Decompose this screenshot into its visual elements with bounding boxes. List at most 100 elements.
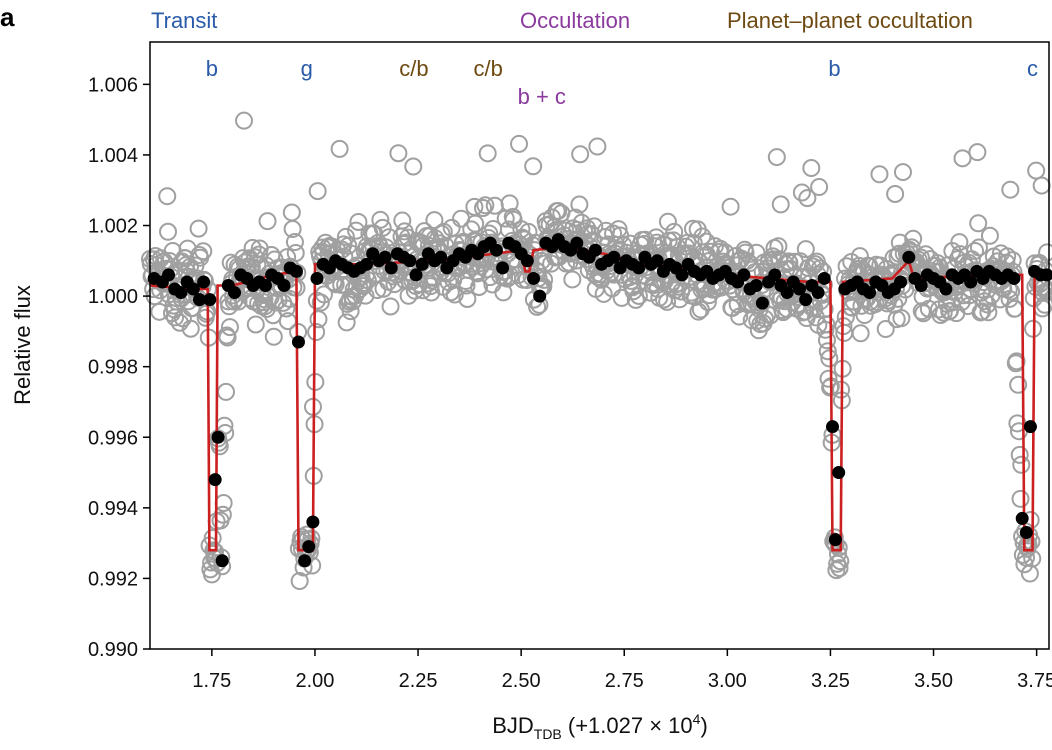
binned-point xyxy=(607,250,621,264)
raw-point xyxy=(609,220,628,239)
raw-point xyxy=(658,212,677,231)
x-tick-label: 2.75 xyxy=(605,670,644,692)
raw-point xyxy=(810,178,829,197)
raw-point xyxy=(566,208,585,227)
raw-point xyxy=(1001,180,1020,199)
x-tick-label: 2.00 xyxy=(295,670,334,692)
raw-point xyxy=(282,203,301,222)
raw-point xyxy=(470,277,489,296)
raw-point xyxy=(286,244,305,263)
raw-point xyxy=(478,144,497,163)
raw-point xyxy=(892,309,911,328)
raw-point xyxy=(203,528,222,547)
binned-point xyxy=(378,250,392,264)
x-axis-title-subscript: TDB xyxy=(534,726,562,742)
plot-frame xyxy=(149,41,1050,650)
raw-point xyxy=(325,273,344,292)
panel-label: a xyxy=(0,2,15,32)
raw-point xyxy=(851,324,870,343)
raw-point xyxy=(730,307,749,326)
raw-point xyxy=(285,233,304,252)
binned-point xyxy=(832,466,846,480)
binned-point xyxy=(211,430,225,444)
raw-point xyxy=(1012,455,1031,474)
raw-point xyxy=(422,283,441,302)
binned-point xyxy=(197,275,211,289)
raw-point xyxy=(158,187,177,206)
x-axis-title-tail: (+1.027 × 10 xyxy=(562,713,693,738)
binned-point xyxy=(570,236,584,250)
raw-point xyxy=(258,212,277,231)
raw-point xyxy=(466,214,485,233)
raw-point xyxy=(578,219,597,238)
binned-point xyxy=(675,268,689,282)
raw-point xyxy=(474,199,493,218)
raw-point xyxy=(1000,289,1019,308)
binned-point xyxy=(755,296,769,310)
raw-point xyxy=(585,217,604,236)
raw-point xyxy=(311,293,330,312)
binned-point xyxy=(192,293,206,307)
header-planet-planet-occultation: Planet–planet occultation xyxy=(727,8,973,33)
raw-point xyxy=(1003,251,1022,270)
raw-point xyxy=(336,227,355,246)
raw-point xyxy=(969,238,988,257)
raw-points-layer xyxy=(141,111,1052,590)
binned-point xyxy=(360,257,374,271)
binned-point xyxy=(403,254,417,268)
binned-point xyxy=(1023,420,1037,434)
binned-point xyxy=(939,282,953,296)
raw-point xyxy=(828,544,847,563)
header-occultation: Occultation xyxy=(520,8,630,33)
binned-point xyxy=(496,261,510,275)
raw-point xyxy=(626,290,645,309)
raw-point xyxy=(978,295,997,314)
y-tick-label: 1.004 xyxy=(88,145,138,167)
raw-point xyxy=(968,143,987,162)
raw-point xyxy=(1011,489,1030,508)
raw-point xyxy=(308,182,327,201)
raw-point xyxy=(736,243,755,262)
raw-point xyxy=(549,201,568,220)
binned-point xyxy=(780,286,794,300)
raw-point xyxy=(636,230,655,249)
raw-point xyxy=(189,219,208,238)
binned-point xyxy=(520,254,534,268)
binned-points-layer xyxy=(147,233,1052,568)
raw-point xyxy=(494,283,513,302)
x-axis-title-main: BJD xyxy=(492,713,534,738)
y-tick-label: 1.000 xyxy=(88,286,138,308)
binned-point xyxy=(298,554,312,568)
binned-point xyxy=(306,515,320,529)
raw-point xyxy=(1009,375,1028,394)
raw-point xyxy=(214,494,233,513)
raw-point xyxy=(697,232,716,251)
raw-point xyxy=(830,559,849,578)
raw-point xyxy=(979,303,998,322)
raw-point xyxy=(792,183,811,202)
y-tick-label: 0.990 xyxy=(88,639,138,661)
binned-point xyxy=(384,261,398,275)
raw-point xyxy=(682,283,701,302)
raw-point xyxy=(698,293,717,312)
raw-point xyxy=(1007,352,1026,371)
raw-point xyxy=(629,286,648,305)
y-axis-title: Relative flux xyxy=(10,285,35,405)
binned-point xyxy=(1019,526,1033,540)
x-axis-ticks: 1.75 2.00 2.25 2.50 2.75 3.00 3.25 3.50 3.75 xyxy=(192,649,1052,692)
raw-point xyxy=(1038,243,1052,262)
binned-point xyxy=(964,275,978,289)
event-label: g xyxy=(301,56,313,81)
binned-point xyxy=(277,279,291,293)
y-tick-label: 1.002 xyxy=(88,216,138,238)
raw-point xyxy=(571,145,590,164)
raw-point xyxy=(912,302,931,321)
binned-point xyxy=(1007,271,1021,285)
raw-point xyxy=(371,210,390,229)
binned-point xyxy=(863,286,877,300)
raw-point xyxy=(277,299,296,318)
raw-point xyxy=(349,212,368,231)
raw-point xyxy=(818,342,837,361)
raw-point xyxy=(218,328,237,347)
raw-point xyxy=(220,318,239,337)
